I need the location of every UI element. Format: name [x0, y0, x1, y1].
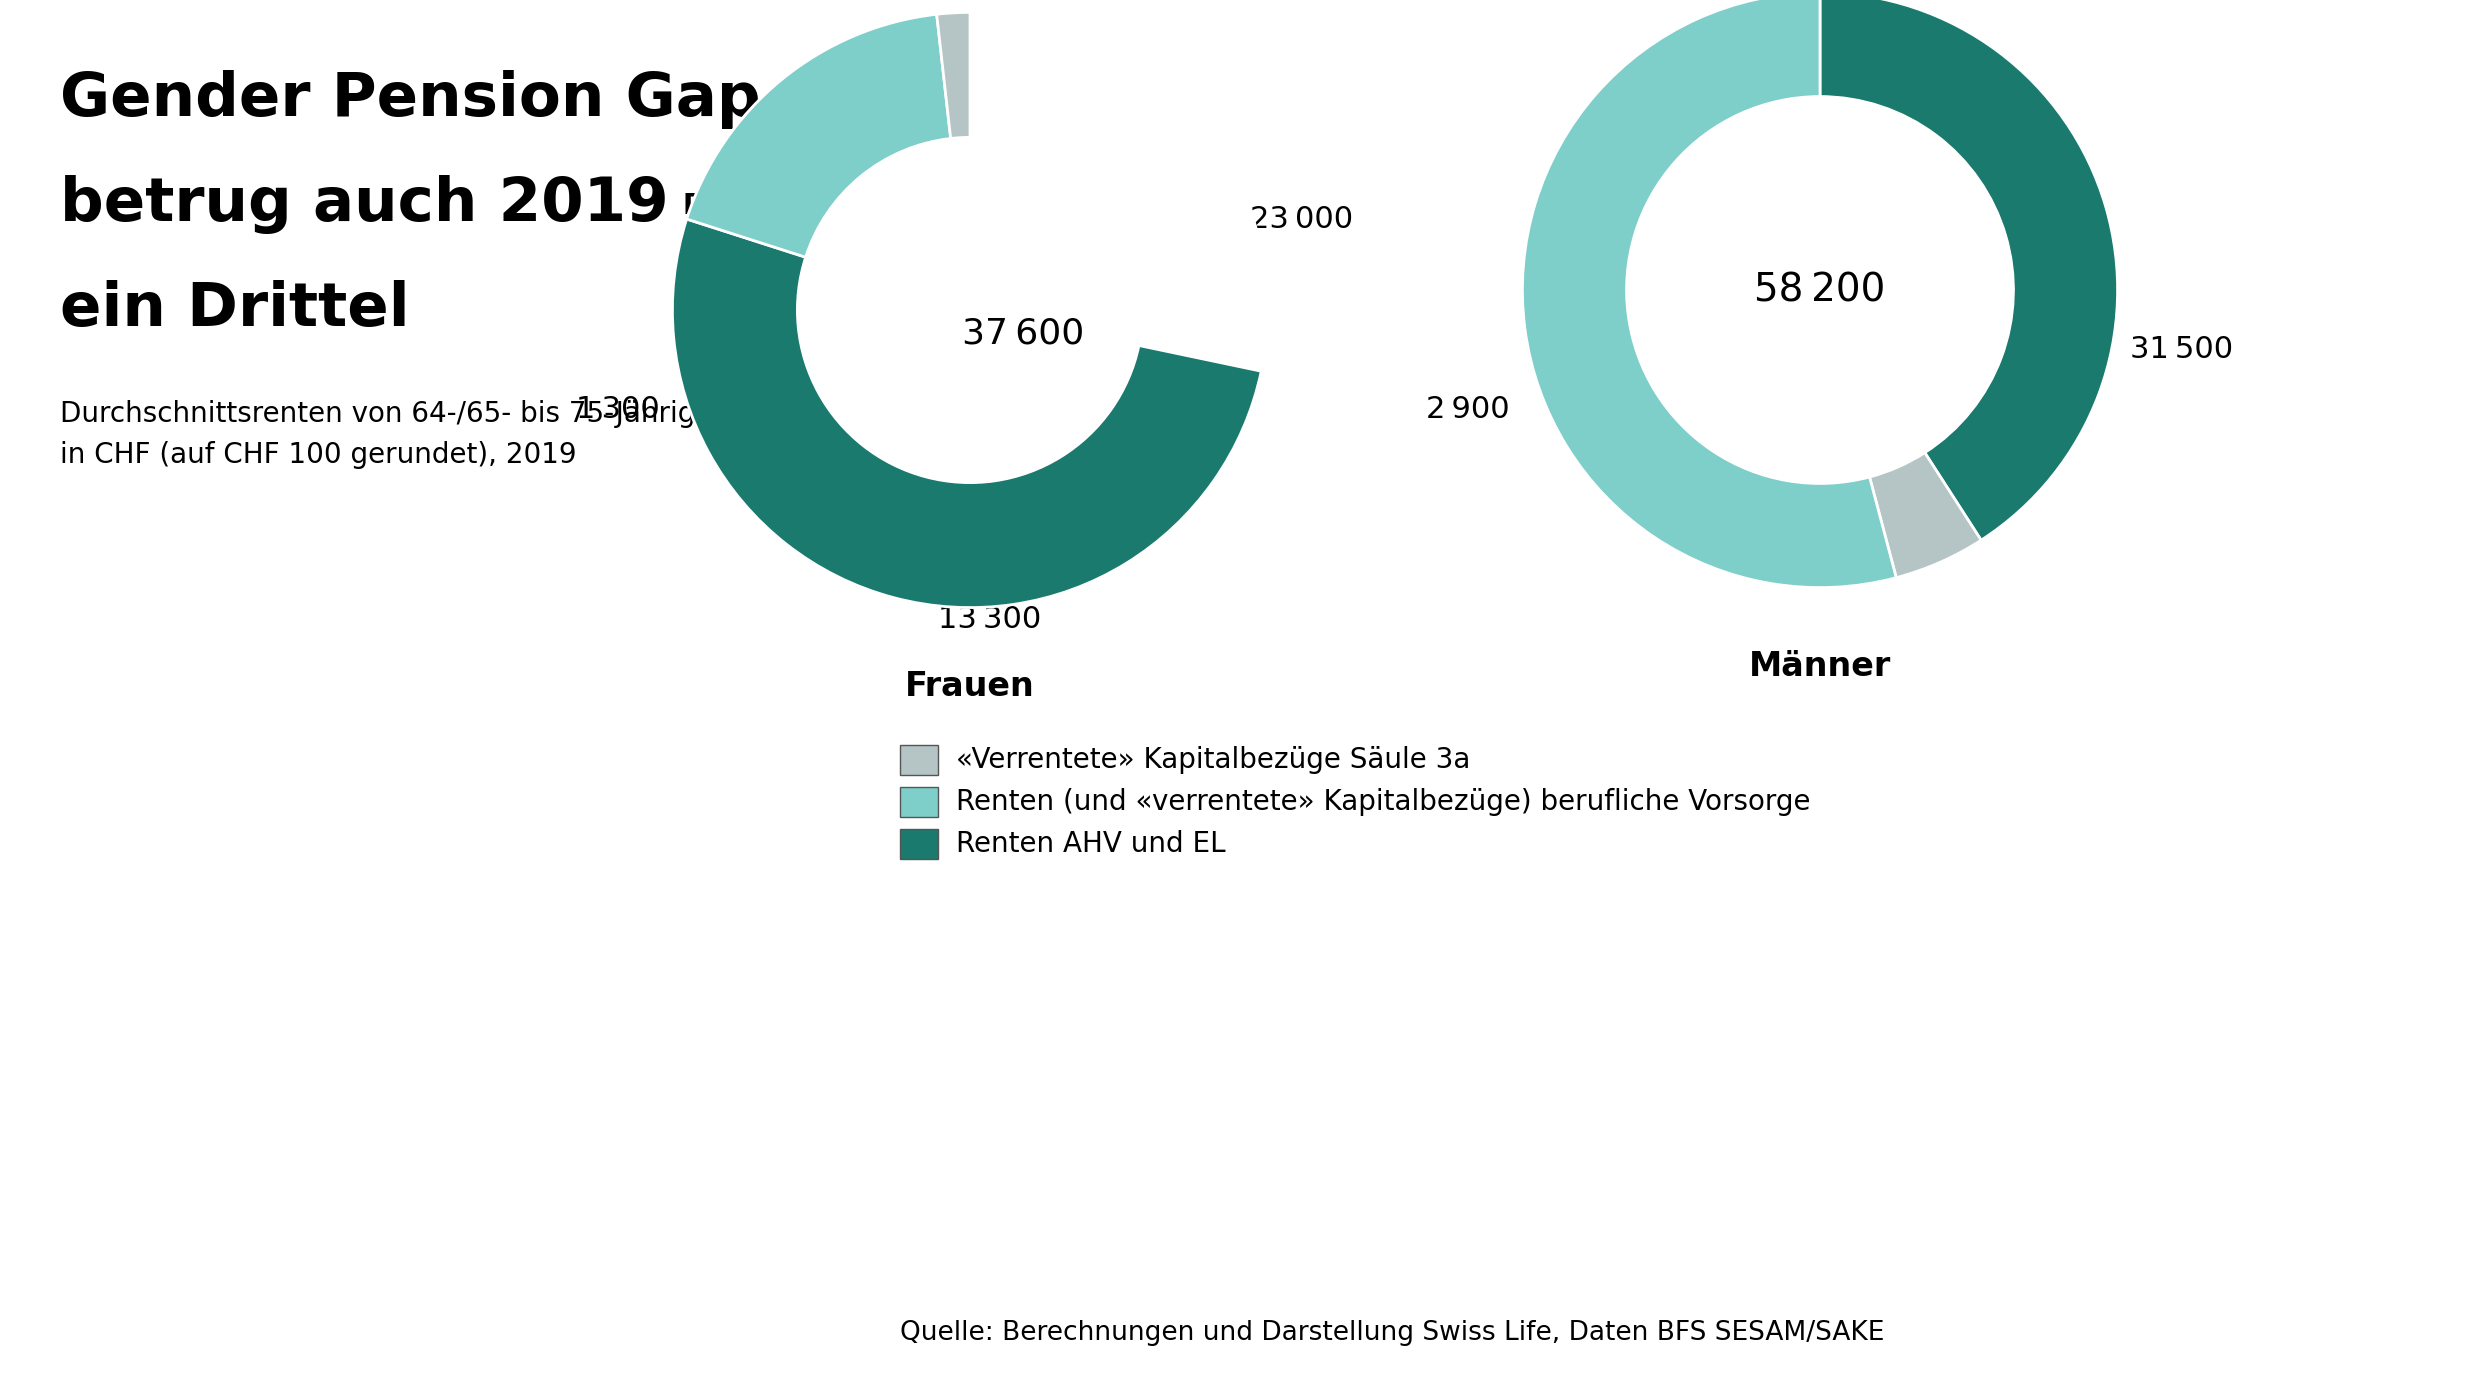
Text: «Verrentete» Kapitalbezüge Säule 3a: «Verrentete» Kapitalbezüge Säule 3a: [955, 746, 1471, 774]
Text: Renten (und «verrentete» Kapitalbezüge) berufliche Vorsorge: Renten (und «verrentete» Kapitalbezüge) …: [955, 788, 1810, 816]
Circle shape: [1627, 96, 2014, 484]
Wedge shape: [1523, 0, 1897, 587]
FancyBboxPatch shape: [900, 745, 937, 776]
Text: Männer: Männer: [1748, 650, 1892, 684]
Text: 37 600: 37 600: [962, 317, 1084, 350]
Text: Gender Pension Gap: Gender Pension Gap: [60, 70, 761, 128]
Wedge shape: [687, 14, 950, 257]
Wedge shape: [672, 219, 1262, 608]
Text: 23 000: 23 000: [1250, 205, 1354, 234]
Text: betrug auch 2019: betrug auch 2019: [60, 174, 670, 234]
Text: Frauen: Frauen: [905, 670, 1034, 703]
Text: Quelle: Berechnungen und Darstellung Swiss Life, Daten BFS SESAM/SAKE: Quelle: Berechnungen und Darstellung Swi…: [900, 1320, 1885, 1346]
Wedge shape: [937, 13, 970, 138]
FancyBboxPatch shape: [900, 787, 937, 817]
Text: 31 500: 31 500: [2130, 336, 2232, 364]
Wedge shape: [1820, 0, 2118, 540]
Wedge shape: [970, 13, 1267, 371]
FancyBboxPatch shape: [900, 829, 937, 859]
Text: ein Drittel: ein Drittel: [60, 280, 409, 339]
Text: 1 300: 1 300: [575, 396, 660, 424]
Text: Durchschnittsrenten von 64-/65- bis 75-Jährigen
in CHF (auf CHF 100 gerundet), 2: Durchschnittsrenten von 64-/65- bis 75-J…: [60, 400, 729, 469]
Circle shape: [799, 137, 1143, 483]
Text: Renten AHV und EL: Renten AHV und EL: [955, 830, 1225, 858]
Text: Gender
Pension Gap: Gender Pension Gap: [682, 160, 878, 220]
Wedge shape: [1870, 452, 1982, 578]
Text: 2 900: 2 900: [1426, 396, 1510, 424]
Text: 13 300: 13 300: [937, 605, 1042, 633]
Text: 58 200: 58 200: [1753, 271, 1885, 310]
